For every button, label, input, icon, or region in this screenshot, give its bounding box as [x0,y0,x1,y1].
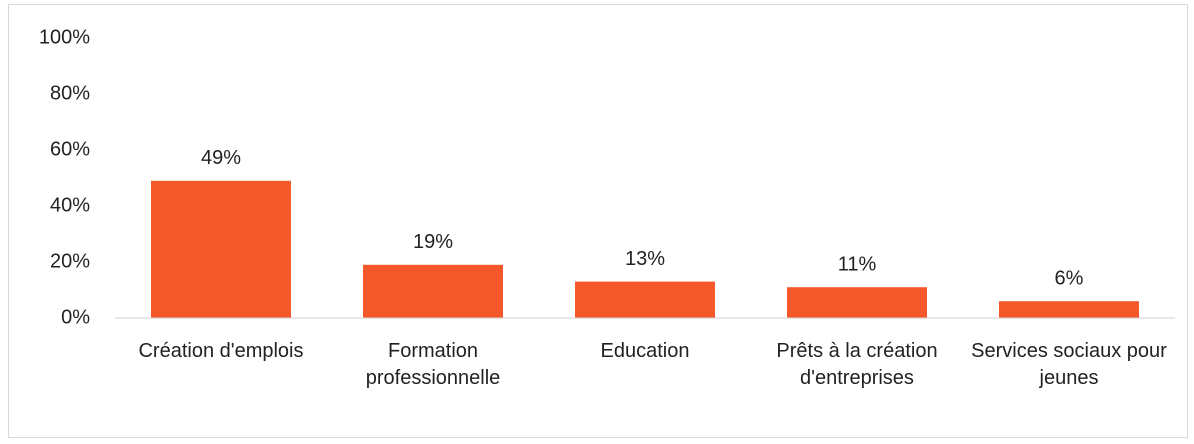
y-tick-label: 40% [50,194,90,216]
value-label: 6% [1055,267,1084,289]
bar [787,287,927,318]
x-tick-label: Education [600,340,690,362]
y-tick-label: 80% [50,82,90,104]
value-label: 49% [201,147,241,169]
bar [575,281,715,318]
x-tick-label: Prêts à la création d'entreprises [776,340,938,389]
bar [151,180,291,318]
bar [999,301,1139,318]
bar [363,264,503,318]
y-tick-label: 20% [50,250,90,272]
value-label: 11% [838,253,877,275]
y-tick-label: 0% [61,306,90,328]
chart-frame [8,4,1188,438]
y-tick-label: 100% [39,26,90,48]
y-tick-label: 60% [50,138,90,160]
x-tick-label: Formation professionnelle [365,340,501,389]
value-label: 19% [413,231,453,253]
x-tick-label: Création d'emplois [138,340,304,362]
x-tick-label: Services sociaux pour jeunes [971,340,1167,389]
value-label: 13% [625,248,665,270]
